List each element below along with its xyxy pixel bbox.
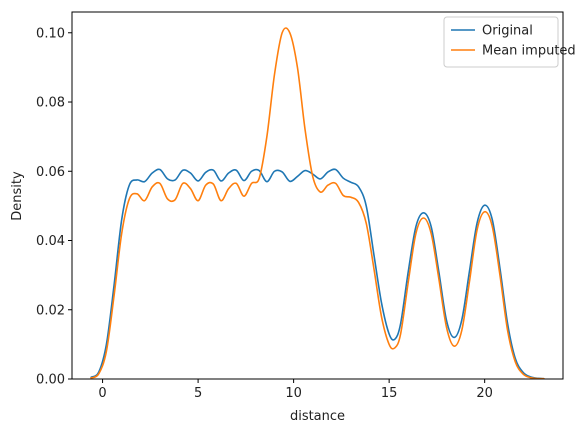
- series-layer: [90, 27, 545, 380]
- y-tick-label: 0.04: [36, 234, 65, 249]
- plot-frame: [71, 11, 564, 380]
- x-tick-label: 5: [194, 386, 202, 401]
- y-axis: 0.00 0.02 0.04 0.06 0.08 0.10: [36, 26, 72, 388]
- x-tick-label: 10: [285, 386, 302, 401]
- series-line-mean-imputed: [90, 27, 545, 380]
- series-line-original: [90, 168, 545, 380]
- y-tick-label: 0.02: [36, 303, 65, 318]
- x-tick-label: 15: [381, 386, 398, 401]
- y-tick-label: 0.10: [36, 26, 65, 41]
- y-axis-label: Density: [10, 171, 25, 221]
- legend-label: Mean imputed: [482, 44, 576, 59]
- y-tick-label: 0.06: [36, 165, 65, 180]
- x-axis-label: distance: [290, 409, 345, 424]
- y-tick-label: 0.08: [36, 96, 65, 111]
- x-tick-label: 0: [98, 386, 106, 401]
- y-tick-label: 0.00: [36, 373, 65, 388]
- legend: Original Mean imputed: [443, 16, 576, 68]
- x-axis: 0 5 10 15 20: [98, 379, 493, 401]
- legend-label: Original: [482, 24, 533, 39]
- x-tick-label: 20: [476, 386, 493, 401]
